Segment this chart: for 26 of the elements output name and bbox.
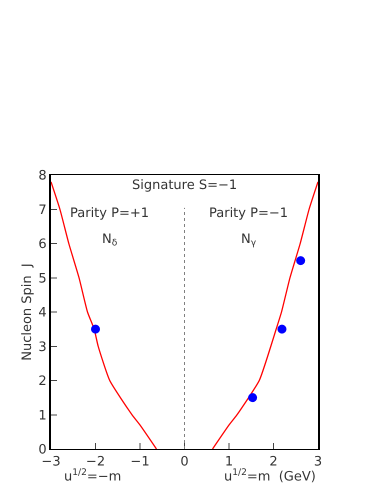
x-tick-label: 0 xyxy=(180,454,189,470)
annotation: Signature S=−1 xyxy=(132,178,238,193)
y-tick-label: 6 xyxy=(38,237,47,252)
text: u$^{1/2}$=−m xyxy=(64,468,122,484)
y-tick-label: 5 xyxy=(38,271,47,286)
y-axis-title: Nucleon Spin J xyxy=(20,263,35,361)
x-axis-title: u$^{1/2}$=m (GeV) xyxy=(224,468,316,484)
annotation: Parity P=−1 xyxy=(209,206,288,221)
x-tick-label: 1 xyxy=(224,454,234,470)
annotation: Parity P=+1 xyxy=(70,206,149,221)
x-tick-label: −2 xyxy=(86,454,106,470)
y-tick-label: 1 xyxy=(38,408,47,424)
point xyxy=(91,324,100,334)
y-tick-label: 8 xyxy=(38,168,47,184)
x-tick-label: −1 xyxy=(130,454,150,470)
point xyxy=(277,324,286,334)
annotation: N$_{δ}$ xyxy=(102,232,118,249)
y-tick-label: 3 xyxy=(38,340,47,355)
point xyxy=(296,256,306,266)
y-tick-label: 2 xyxy=(38,374,47,390)
y-tick-label: 4 xyxy=(38,306,47,321)
x-tick-label: 2 xyxy=(269,454,278,470)
point xyxy=(248,393,258,402)
x-tick-label: 3 xyxy=(314,454,322,470)
y-tick-label: 7 xyxy=(38,202,47,218)
annotation: N$_{γ}$ xyxy=(241,232,257,249)
